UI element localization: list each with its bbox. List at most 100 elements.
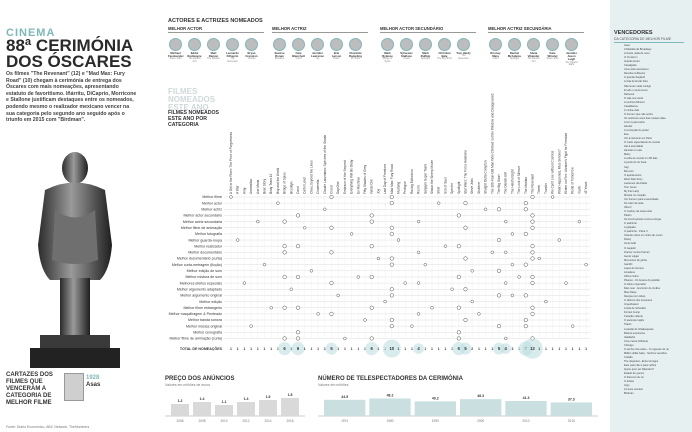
nominee-film: Bridge of Spies <box>382 57 393 64</box>
total-value: 12 <box>530 346 535 351</box>
nominee[interactable]: Bryan Cranston Trumbo <box>244 38 259 61</box>
winner-film: Estado de guerra <box>624 372 644 376</box>
winner-film: Gladiador <box>624 335 636 339</box>
nominee[interactable]: Jennifer Jason Leigh The Hateful Eight <box>564 38 579 67</box>
nomination-marker <box>295 330 301 335</box>
winner-film: Este país não é para velhos <box>624 363 657 367</box>
film-label: Carol <box>296 186 300 194</box>
nominee[interactable]: Tom Hardy The Revenant <box>456 38 471 61</box>
nominee[interactable]: Leonardo DiCaprio The Revenant <box>225 38 240 64</box>
viewers-chart: 44.5 1974 48.2 1980 40.2 1990 46.3 2000 41.3 2010… <box>318 393 598 423</box>
film-label: We Can't Live without Cosmos <box>551 150 555 194</box>
nominee[interactable]: Jennifer Lawrence Joy <box>310 38 325 61</box>
bar-value: 46.3 <box>477 394 484 398</box>
nomination-marker <box>490 250 494 255</box>
film-label: World of Tomorrow <box>571 167 575 194</box>
film-label: Shaun the Sheep Movie <box>430 160 434 194</box>
bar-value: 40.2 <box>432 396 439 400</box>
winner-film: Coração valente <box>624 315 643 319</box>
winner-film: Até à eternidade <box>624 145 644 149</box>
nominee[interactable]: Christian Bale The Big Short <box>437 38 452 61</box>
nomination-marker <box>396 238 401 242</box>
winner-film: Gandhi <box>624 262 633 266</box>
nominee-name: Brie Larson <box>331 51 342 59</box>
nomination-marker <box>316 312 320 316</box>
bar <box>460 399 502 416</box>
nominee[interactable]: Cate Blanchett Carol <box>291 38 306 61</box>
total-value: 10 <box>389 346 394 351</box>
nomination-marker <box>369 305 374 310</box>
total-value: 1 <box>398 347 400 351</box>
nomination-marker <box>323 207 327 211</box>
bar-value: 1.6 <box>266 395 271 399</box>
total-value: 1 <box>545 347 547 351</box>
winners-title: VENCEDORES <box>614 30 653 36</box>
total-value: 5 <box>498 346 501 351</box>
film-label: Joy <box>376 189 380 194</box>
nominee-name: Jennifer Jason Leigh <box>566 51 577 62</box>
winner-film: Forrest Gump <box>624 311 640 315</box>
film-label: Last Day of Freedom <box>383 164 387 194</box>
winner-film: Cavalgada <box>624 64 637 68</box>
winner-film: Asas <box>624 44 630 47</box>
nominee[interactable]: Saoirse Ronan Brooklyn <box>272 38 287 61</box>
nominee[interactable]: Charlotte Rampling 45 Years <box>348 38 363 61</box>
nomination-marker <box>383 299 387 304</box>
bar <box>281 398 299 416</box>
film-label: Mad Max: Fury Road <box>390 164 394 194</box>
nominee-photo <box>311 38 324 51</box>
total-value: 1 <box>264 347 266 351</box>
nominee-film: Creed <box>403 57 410 61</box>
nomination-marker <box>282 305 287 310</box>
nominee-name: Mark Ruffalo <box>420 51 431 59</box>
nomination-marker <box>303 226 307 230</box>
nomination-marker <box>523 293 528 298</box>
category-label: Melhor música original <box>186 324 222 328</box>
nomination-marker <box>443 244 448 248</box>
nomination-marker <box>523 231 528 236</box>
nominee[interactable]: Rachel McAdams Spotlight <box>507 38 522 61</box>
bar <box>193 402 211 416</box>
category-label: Melhor filme <box>202 195 222 199</box>
poster-thumbnail[interactable] <box>64 373 84 401</box>
total-highlight <box>365 342 379 356</box>
nominee[interactable]: Sylvester Stallone Creed <box>399 38 414 61</box>
nominee-category: MELHOR ACTRIZ SECUNDÁRIA Rooney Mara Carol… <box>488 26 584 66</box>
nomination-marker <box>463 317 468 323</box>
nomination-marker <box>577 219 582 224</box>
total-value: 2 <box>471 347 473 351</box>
winner-film: No calor da noite <box>624 201 644 205</box>
film-label: Day One <box>336 181 340 194</box>
nominations-chart: A Girl in the River: The Price of Forgiv… <box>169 93 591 359</box>
nomination-marker <box>295 336 301 341</box>
nomination-marker <box>336 293 340 298</box>
nominee[interactable]: Brie Larson Room <box>329 38 344 61</box>
nomination-marker <box>389 293 394 298</box>
total-value: 6 <box>297 346 300 351</box>
nominee[interactable]: Michael Fassbender Steve Jobs <box>168 38 184 61</box>
winner-film: O discurso do rei <box>624 376 644 380</box>
nominee-film: The Revenant <box>458 54 469 60</box>
nominee[interactable]: Matt Damon The Martian <box>206 38 221 61</box>
winner-film: Oliver! <box>624 206 632 209</box>
nomination-marker <box>376 256 381 261</box>
nominee[interactable]: Eddie Redmayne The Danish Girl <box>187 38 202 64</box>
bar <box>414 401 456 416</box>
category-label: Melhor curta-metragem (ficção) <box>172 263 222 267</box>
winner-film: O apartamento <box>624 173 642 177</box>
nominee[interactable]: Mark Ruffalo Spotlight <box>418 38 433 61</box>
nominee[interactable]: Alicia Vikander The Danish Girl <box>526 38 541 64</box>
nomination-marker <box>504 336 508 341</box>
nominee-name: Saoirse Ronan <box>274 51 285 59</box>
nomination-marker <box>349 232 354 236</box>
nominee[interactable]: Mark Rylance Bridge of Spies <box>380 38 395 64</box>
category-label: Melhor guarda-roupa <box>188 238 222 242</box>
nominee-film: The Danish Girl <box>527 57 540 64</box>
nominee-name: Charlotte Rampling <box>349 51 362 59</box>
nominee[interactable]: Rooney Mara Carol <box>488 38 503 61</box>
section-label: CINEMA <box>6 27 56 39</box>
winner-film: Rebecca <box>624 92 635 96</box>
posters-title: CARTAZES DOS FILMES QUE VENCERAM A CATEG… <box>6 372 53 406</box>
nominee-name: Christian Bale <box>438 51 451 59</box>
nominee[interactable]: Kate Winslet Steve Jobs <box>545 38 560 61</box>
